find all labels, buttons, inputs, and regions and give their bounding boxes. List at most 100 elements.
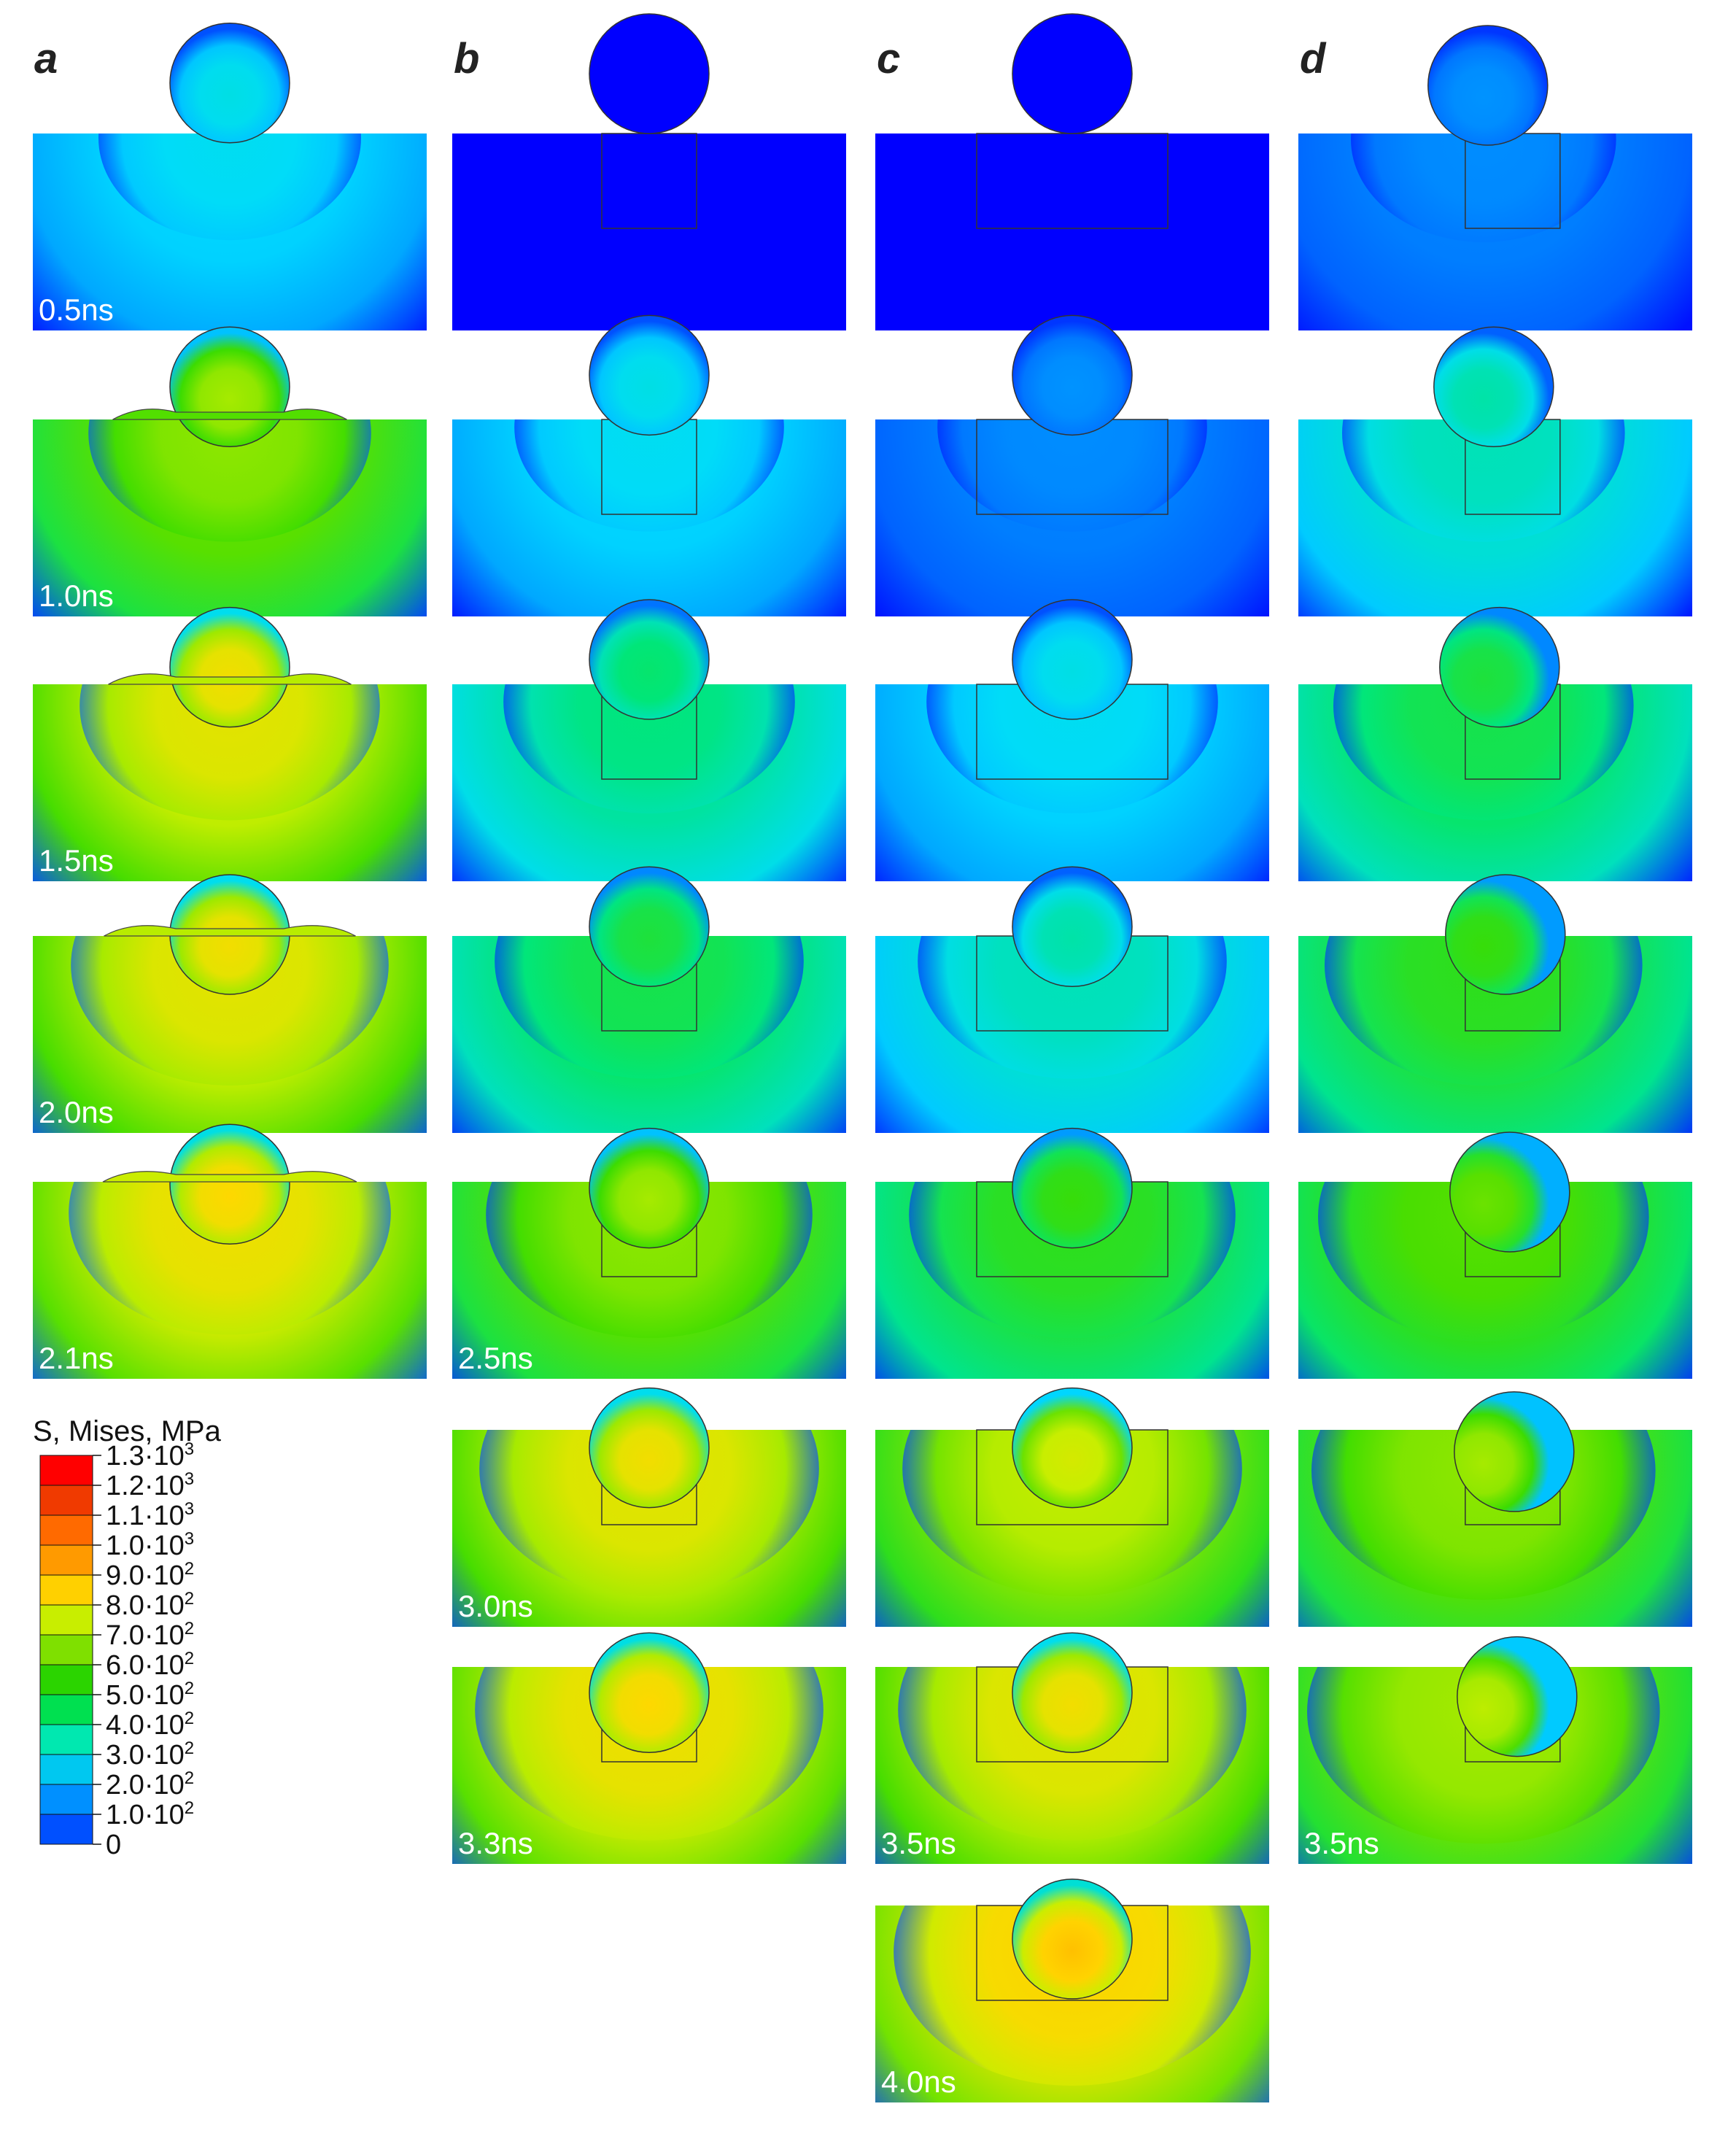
column-letter-c: c — [877, 35, 900, 82]
stress-field — [1325, 936, 1643, 1086]
stress-field — [902, 1430, 1242, 1597]
projectile-sphere — [589, 13, 710, 134]
projectile-sphere — [1012, 1879, 1133, 2000]
panel-c-7: 3.5ns — [875, 1632, 1269, 1864]
projectile-sphere — [1449, 1131, 1570, 1253]
legend-swatch — [39, 1574, 93, 1606]
panel-b-7: 3.3ns — [452, 1632, 846, 1864]
panel-c-3 — [875, 599, 1269, 881]
panel-d-4 — [1298, 874, 1692, 1133]
legend-tick-label: 8.0·102 — [106, 1589, 194, 1621]
panel-a-3: 1.5ns — [33, 606, 427, 881]
panel-c-8: 4.0ns — [875, 1879, 1269, 2102]
stress-field — [946, 134, 1198, 232]
projectile-sphere — [1445, 874, 1566, 995]
panel-b-6: 3.0ns — [452, 1387, 846, 1627]
crater-rim — [108, 673, 352, 685]
legend-tick-label: 2.0·102 — [106, 1768, 194, 1800]
crater-rim — [112, 409, 347, 420]
legend-tick-label: 1.2·103 — [106, 1469, 194, 1501]
panel-d-1 — [1298, 25, 1692, 330]
time-label: 3.5ns — [1304, 1826, 1379, 1860]
time-label: 1.0ns — [39, 579, 114, 613]
panel-a-1: 0.5ns — [33, 23, 427, 330]
panel-c-6 — [875, 1387, 1269, 1627]
stress-field — [1318, 1182, 1649, 1342]
legend-swatch — [39, 1664, 93, 1695]
stress-field — [475, 1667, 824, 1841]
projectile-sphere — [1012, 1632, 1133, 1754]
crater-rim — [102, 1171, 357, 1183]
legend-swatch — [39, 1784, 93, 1815]
time-label: 4.0ns — [881, 2065, 956, 2099]
legend-swatch — [39, 1514, 93, 1546]
legend-swatch — [39, 1485, 93, 1516]
stress-field — [909, 1182, 1236, 1339]
projectile-sphere — [1012, 1127, 1133, 1249]
column-letter-b: b — [454, 35, 479, 82]
legend-swatch — [39, 1754, 93, 1785]
projectile-sphere — [1427, 25, 1549, 146]
stress-field — [1342, 419, 1625, 542]
stress-field — [1333, 684, 1634, 821]
legend-tick-label: 1.1·103 — [106, 1499, 194, 1531]
projectile-sphere — [1012, 599, 1133, 720]
legend-swatch — [39, 1724, 93, 1755]
stress-field — [503, 684, 795, 813]
panel-a-5: 2.1ns — [33, 1123, 427, 1379]
panel-c-4 — [875, 866, 1269, 1133]
legend-tick-label: 1.3·103 — [106, 1439, 194, 1471]
legend-tick-label: 5.0·102 — [106, 1679, 194, 1711]
stress-field — [1351, 134, 1616, 242]
projectile-sphere — [589, 866, 710, 988]
projectile-sphere — [1012, 13, 1133, 134]
panel-b-3 — [452, 599, 846, 881]
stress-field — [514, 419, 784, 532]
stress-field — [71, 936, 389, 1086]
crater-rim — [104, 925, 356, 937]
legend-tick-label: 0 — [106, 1830, 121, 1860]
projectile-sphere — [1433, 326, 1554, 448]
legend-swatch — [39, 1694, 93, 1725]
time-label: 2.5ns — [458, 1341, 533, 1375]
column-letter-d: d — [1300, 35, 1327, 82]
time-label: 3.3ns — [458, 1826, 533, 1860]
legend-swatch — [39, 1455, 93, 1486]
legend-tick-label: 3.0·102 — [106, 1738, 194, 1771]
legend-title: S, Mises, MPa — [33, 1415, 222, 1447]
legend-tick-label: 9.0·102 — [106, 1559, 194, 1591]
legend-swatch — [39, 1544, 93, 1576]
stress-field — [69, 1182, 391, 1335]
time-label: 3.5ns — [881, 1826, 956, 1860]
panels-layer: a 0.5ns 1.0ns 1.5ns 2.0ns 2.1ns b 2.5ns 3.0ns 3.3… — [33, 13, 1692, 2102]
panel-b-1 — [452, 13, 846, 330]
legend-tick-label: 1.0·103 — [106, 1529, 194, 1561]
time-label: 1.5ns — [39, 843, 114, 878]
column-letter-a: a — [34, 35, 58, 82]
panel-d-7: 3.5ns — [1298, 1636, 1692, 1864]
stress-field — [495, 936, 804, 1079]
legend-tick-label: 1.0·102 — [106, 1798, 194, 1830]
stress-field — [898, 1667, 1247, 1841]
panel-b-5: 2.5ns — [452, 1127, 846, 1379]
stress-field — [80, 684, 380, 821]
projectile-sphere — [589, 1632, 710, 1754]
panel-d-2 — [1298, 326, 1692, 616]
panel-d-6 — [1298, 1391, 1692, 1627]
projectile-sphere — [589, 1387, 710, 1509]
projectile-sphere — [1454, 1391, 1575, 1512]
panel-c-5 — [875, 1127, 1269, 1379]
projectile-sphere — [1012, 1387, 1133, 1509]
panel-b-4 — [452, 866, 846, 1133]
stress-field — [88, 419, 371, 542]
panel-d-5 — [1298, 1131, 1692, 1379]
projectile-sphere — [169, 1123, 290, 1245]
panel-c-2 — [875, 314, 1269, 616]
legend-tick-label: 4.0·102 — [106, 1709, 194, 1741]
stress-field — [937, 419, 1207, 532]
legend-swatch — [39, 1604, 93, 1636]
projectile-sphere — [589, 599, 710, 720]
legend-swatch — [39, 1814, 93, 1845]
panel-a-2: 1.0ns — [33, 326, 427, 616]
